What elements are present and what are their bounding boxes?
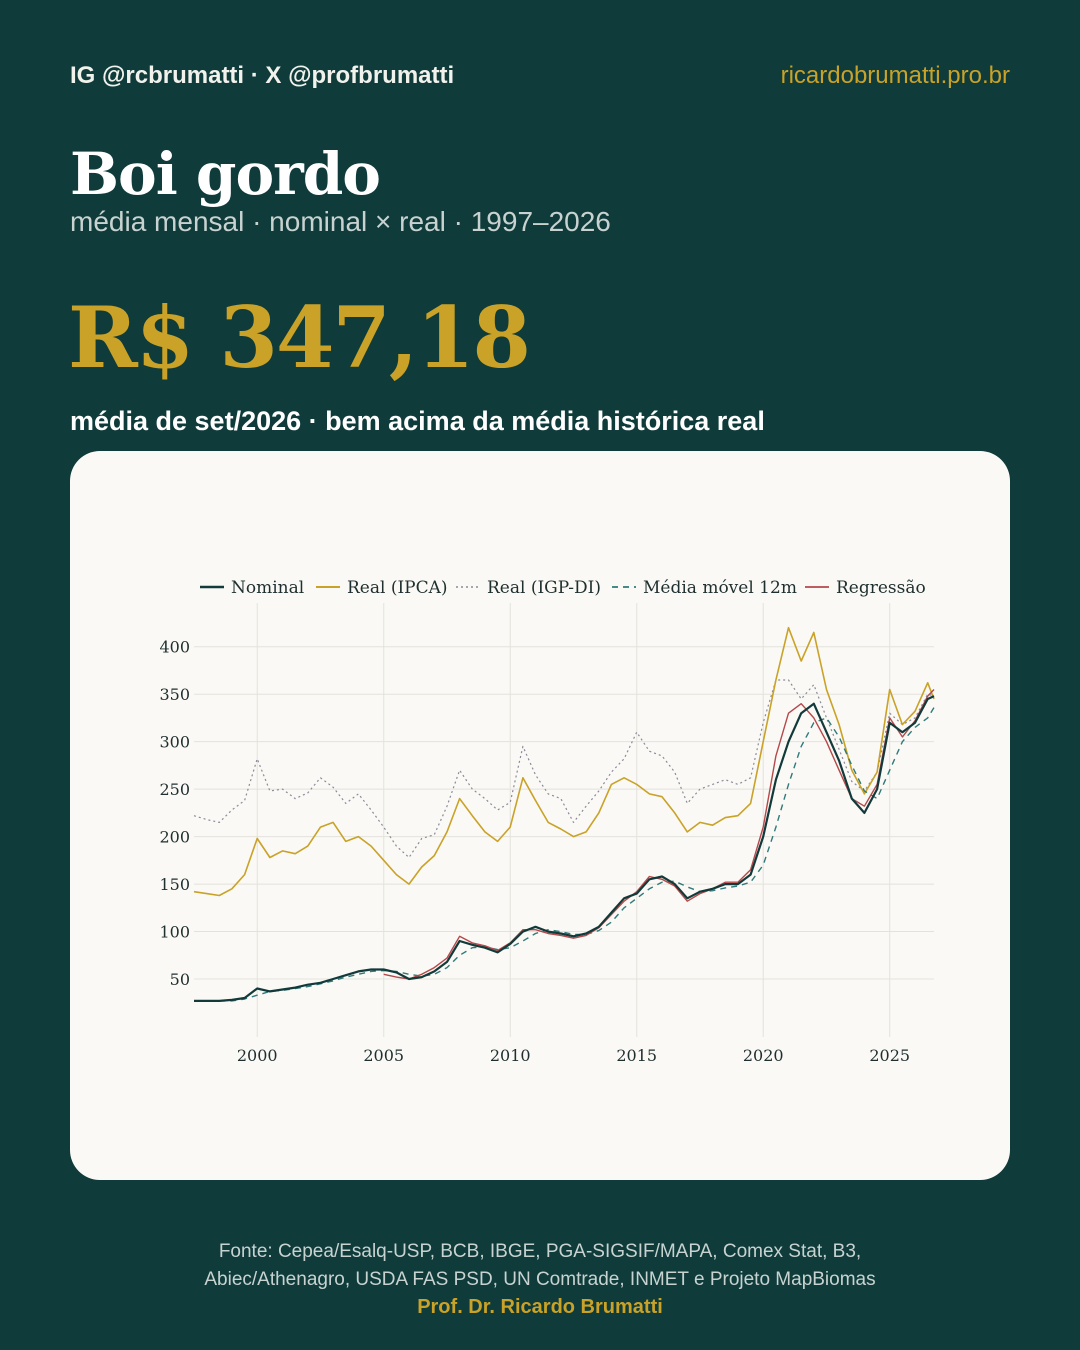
highlight-caption: média de set/2026 · bem acima da média h… — [70, 406, 765, 436]
website-link[interactable]: ricardobrumatti.pro.br — [780, 62, 1010, 89]
chart-legend: Nominal Real (IPCA) Real (IGP-DI) Média móv… — [200, 578, 926, 598]
series-line-real-igp — [193, 679, 935, 859]
y-tick-label: 400 — [159, 638, 190, 657]
chart-card: 50 100 150 200 250 300 350 400 2000 2005 2010 2015… — [70, 451, 1010, 1180]
source-line-2: Abiec/Athenagro, USDA FAS PSD, UN Comtra… — [204, 1269, 876, 1290]
x-tick-label: 2015 — [616, 1046, 657, 1065]
page-title: Boi gordo — [70, 140, 381, 208]
chart-series — [193, 626, 935, 1002]
y-tick-label: 200 — [159, 828, 190, 847]
series-line-mm12 — [219, 707, 935, 1002]
x-tick-label: 2005 — [363, 1046, 404, 1065]
legend-item-nominal: Nominal — [200, 578, 304, 598]
legend-item-real-ipca: Real (IPCA) — [316, 578, 448, 598]
legend-item-mm12: Média móvel 12m — [612, 578, 797, 598]
author-credit: Prof. Dr. Ricardo Brumatti — [417, 1296, 663, 1318]
y-axis-ticks: 50 100 150 200 250 300 350 400 — [159, 638, 190, 989]
y-tick-label: 150 — [159, 875, 190, 894]
legend-label: Média móvel 12m — [643, 578, 797, 598]
social-handles: IG @rcbrumatti · X @profbrumatti — [70, 62, 455, 89]
y-tick-label: 50 — [170, 970, 190, 989]
legend-label: Regressão — [836, 578, 926, 598]
legend-item-real-igp: Real (IGP-DI) — [456, 578, 601, 598]
chart-grid — [194, 603, 934, 1037]
series-line-nominal — [194, 695, 935, 1002]
y-tick-label: 250 — [159, 780, 190, 799]
x-tick-label: 2025 — [869, 1046, 910, 1065]
series-line-real-ipca — [193, 626, 935, 897]
x-tick-label: 2020 — [743, 1046, 784, 1065]
source-line-1: Fonte: Cepea/Esalq-USP, BCB, IBGE, PGA-S… — [218, 1241, 862, 1262]
y-tick-label: 100 — [159, 923, 190, 942]
y-tick-label: 300 — [159, 733, 190, 752]
page-subtitle: média mensal · nominal × real · 1997–202… — [70, 206, 611, 237]
legend-label: Nominal — [231, 578, 304, 598]
price-chart: 50 100 150 200 250 300 350 400 2000 2005 2010 2015… — [159, 578, 935, 1065]
series-line-regressao — [383, 689, 935, 980]
x-tick-label: 2010 — [490, 1046, 531, 1065]
y-tick-label: 350 — [159, 685, 190, 704]
x-tick-label: 2000 — [237, 1046, 278, 1065]
source-note: Fonte: Cepea/Esalq-USP, BCB, IBGE, PGA-S… — [0, 1238, 1080, 1294]
legend-label: Real (IGP-DI) — [487, 578, 601, 598]
legend-item-regressao: Regressão — [805, 578, 926, 598]
highlight-value: R$ 347,18 — [68, 288, 531, 387]
legend-label: Real (IPCA) — [347, 578, 448, 598]
x-axis-ticks: 2000 2005 2010 2015 2020 2025 — [237, 1046, 910, 1065]
